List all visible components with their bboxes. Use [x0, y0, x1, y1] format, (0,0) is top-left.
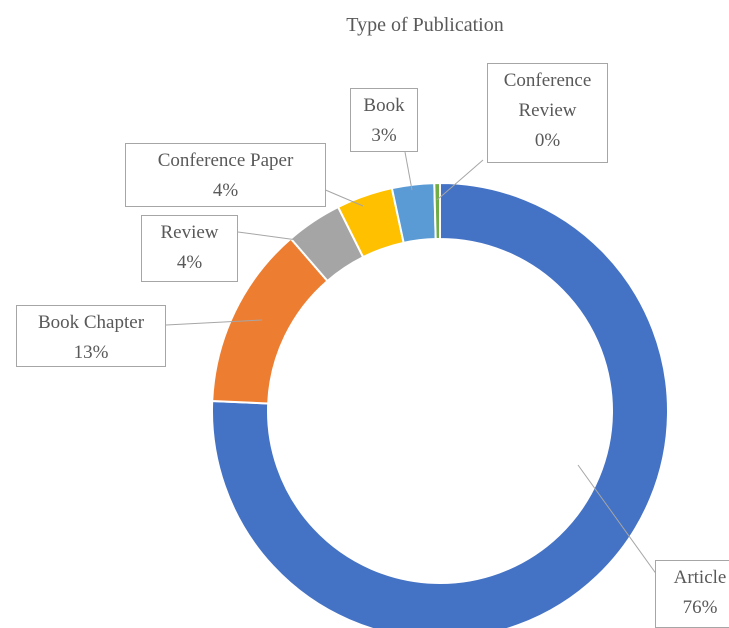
label-value: 76% — [682, 597, 718, 618]
label-name: Conference Review — [503, 70, 592, 121]
label-name: Review — [160, 222, 219, 243]
data-label: Article 76% — [655, 560, 729, 628]
data-label: Book Chapter 13% — [16, 305, 166, 367]
label-value: 3% — [371, 125, 397, 146]
leader-line — [165, 319, 263, 326]
leader-line — [404, 151, 413, 191]
label-value: 13% — [73, 342, 109, 363]
label-value: 0% — [534, 130, 561, 151]
label-value: 4% — [176, 252, 203, 273]
label-value: 4% — [212, 180, 239, 201]
label-name: Conference Paper — [157, 150, 294, 171]
label-name: Book — [363, 95, 405, 116]
data-label: Book 3% — [350, 88, 418, 152]
chart-title: Type of Publication — [346, 14, 504, 36]
data-label: Review 4% — [141, 215, 238, 282]
donut-slice — [433, 181, 441, 241]
label-name: Book Chapter — [37, 312, 145, 333]
leader-line — [577, 464, 658, 576]
data-label: Conference Paper 4% — [125, 143, 326, 207]
data-label: Conference Review 0% — [487, 63, 608, 163]
leader-line — [436, 159, 484, 201]
donut-slice — [211, 181, 669, 628]
label-name: Article — [673, 567, 727, 588]
leader-line — [237, 231, 313, 243]
